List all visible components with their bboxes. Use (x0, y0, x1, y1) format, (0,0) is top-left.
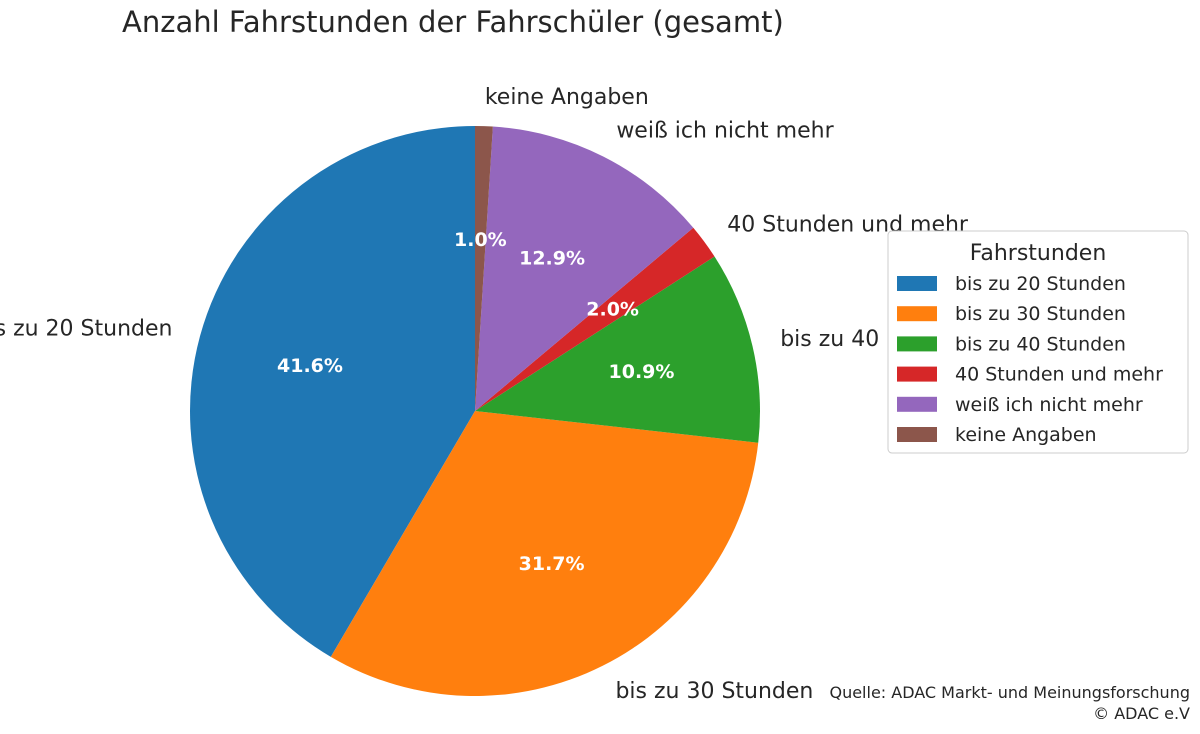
pie-slices (190, 126, 760, 696)
source-line-2: © ADAC e.V (1093, 704, 1190, 723)
legend: Fahrstunden bis zu 20 Stunden bis zu 30 S… (887, 230, 1189, 454)
pct-label-bis-zu-30-stunden: 31.7% (519, 553, 585, 575)
outer-label-bis-zu-20-stunden: bis zu 20 Stunden (0, 316, 172, 341)
legend-label-bis-zu-20-stunden: bis zu 20 Stunden (955, 273, 1126, 295)
legend-swatch-bis-zu-40-stunden (897, 336, 937, 352)
pct-label-weiss-ich-nicht-mehr: 12.9% (519, 247, 585, 269)
legend-frame (887, 230, 1189, 454)
legend-items: bis zu 20 Stunden bis zu 30 Stunden bis zu… (897, 273, 1163, 446)
pct-label-40-stunden-und-mehr: 2.0% (586, 298, 639, 320)
legend-label-bis-zu-30-stunden: bis zu 30 Stunden (955, 303, 1126, 325)
slice-bis-zu-20-stunden (190, 126, 475, 657)
legend-swatch-keine-angaben (897, 427, 937, 442)
legend-swatch-bis-zu-20-stunden (897, 276, 937, 291)
slice-bis-zu-30-stunden (330, 411, 759, 696)
legend-title: Fahrstunden (970, 241, 1107, 266)
pct-label-bis-zu-20-stunden: 41.6% (277, 355, 343, 377)
legend-swatch-bis-zu-30-stunden (897, 306, 937, 322)
legend-label-weiss-ich-nicht-mehr: weiß ich nicht mehr (955, 394, 1143, 416)
chart-title: Anzahl Fahrstunden der Fahrschüler (gesa… (122, 5, 784, 39)
outer-label-keine-angaben: keine Angaben (485, 85, 649, 110)
pct-label-keine-angaben: 1.0% (454, 229, 507, 251)
source-line-1: Quelle: ADAC Markt- und Meinungsforschun… (829, 683, 1190, 702)
legend-label-keine-angaben: keine Angaben (955, 424, 1097, 446)
outer-label-weiss-ich-nicht-mehr: weiß ich nicht mehr (616, 119, 834, 144)
pct-label-bis-zu-40-stunden: 10.9% (609, 361, 675, 383)
slice-bis-zu-40-stunden (475, 256, 760, 443)
legend-swatch-40-stunden-und-mehr (897, 366, 937, 382)
slice-40-stunden-und-mehr (475, 227, 715, 411)
legend-swatch-weiss-ich-nicht-mehr (897, 396, 937, 412)
legend-label-bis-zu-40-stunden: bis zu 40 Stunden (955, 333, 1126, 355)
outer-label-bis-zu-30-stunden: bis zu 30 Stunden (615, 679, 813, 704)
slice-keine-angaben (475, 126, 493, 411)
percent-labels: 41.6% 31.7% 10.9% 2.0% 12.9% 1.0% (277, 229, 674, 575)
legend-label-40-stunden-und-mehr: 40 Stunden und mehr (955, 364, 1163, 386)
slice-weiss-ich-nicht-mehr (475, 126, 694, 412)
